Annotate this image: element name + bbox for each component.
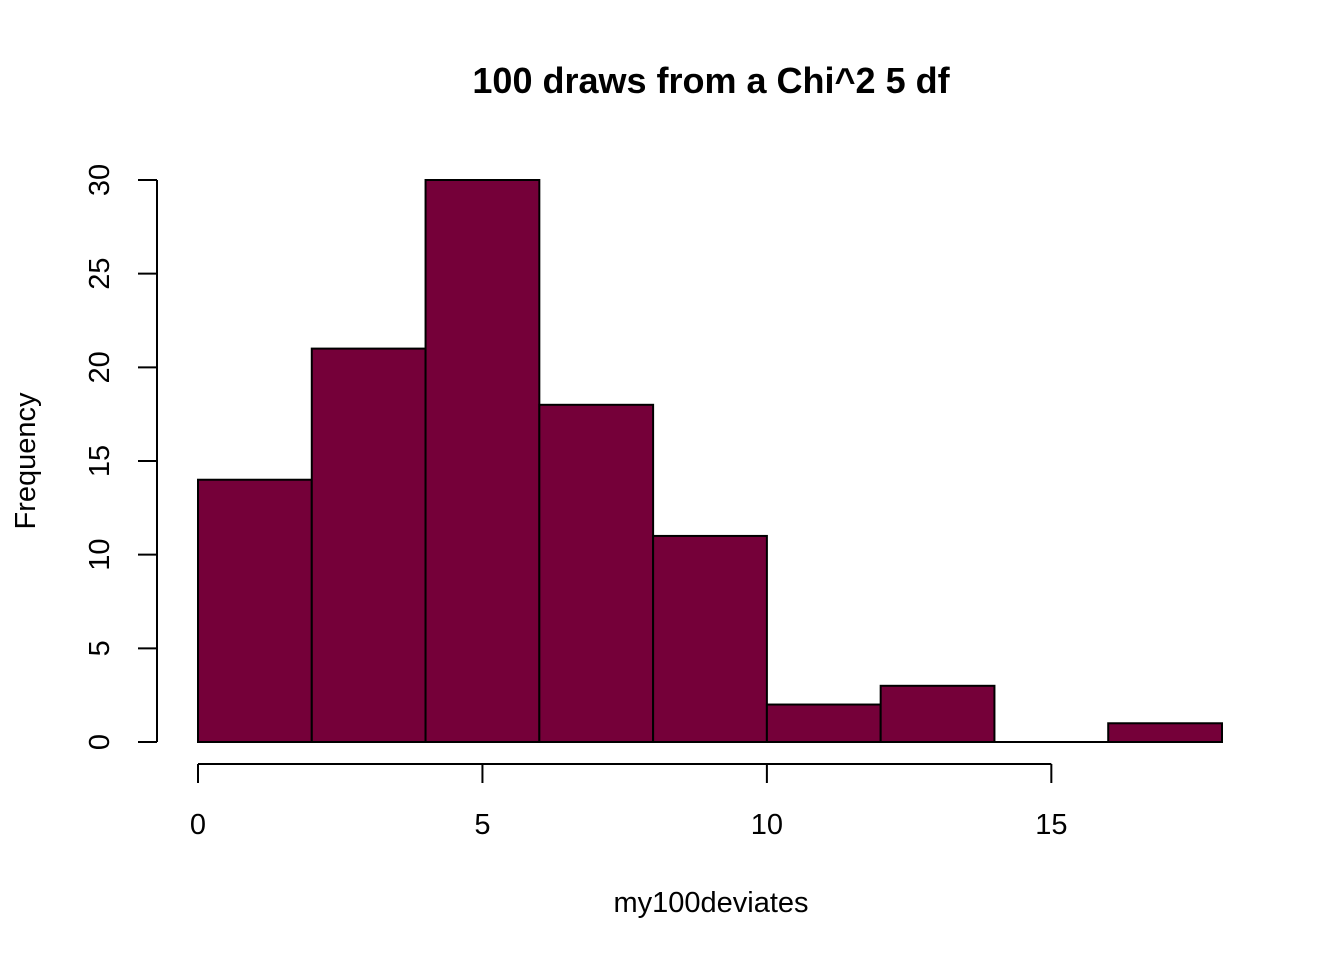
x-axis: 0 5 10 15 [190,763,1067,841]
chart-title: 100 draws from a Chi^2 5 df [472,60,950,101]
x-axis-label: my100deviates [613,887,808,919]
histogram-bar-2 [424,179,541,743]
x-tick-label-1: 5 [474,809,490,841]
x-tick-label-3: 15 [1035,809,1067,841]
y-tick-label-4: 20 [84,351,116,383]
histogram-bar-5 [765,703,882,743]
y-axis: 0 5 10 15 20 25 30 [84,164,158,750]
y-axis-label: Frequency [10,392,42,530]
histogram-bar-0 [197,478,313,743]
bars-group [197,179,1223,744]
y-tick-label-5: 25 [84,258,116,290]
histogram-bar-1 [310,347,427,743]
y-tick-label-2: 10 [84,539,116,571]
histogram-bar-3 [538,403,655,743]
y-tick-label-3: 15 [84,445,116,477]
y-tick-label-0: 0 [84,734,116,750]
y-tick-label-1: 5 [84,640,116,656]
y-tick-label-6: 30 [84,164,116,196]
histogram-bar-6 [879,684,996,743]
histogram-bar-8 [1107,722,1223,743]
histogram-bar-4 [652,534,768,744]
x-tick-label-0: 0 [190,809,206,841]
x-tick-label-2: 10 [751,809,783,841]
